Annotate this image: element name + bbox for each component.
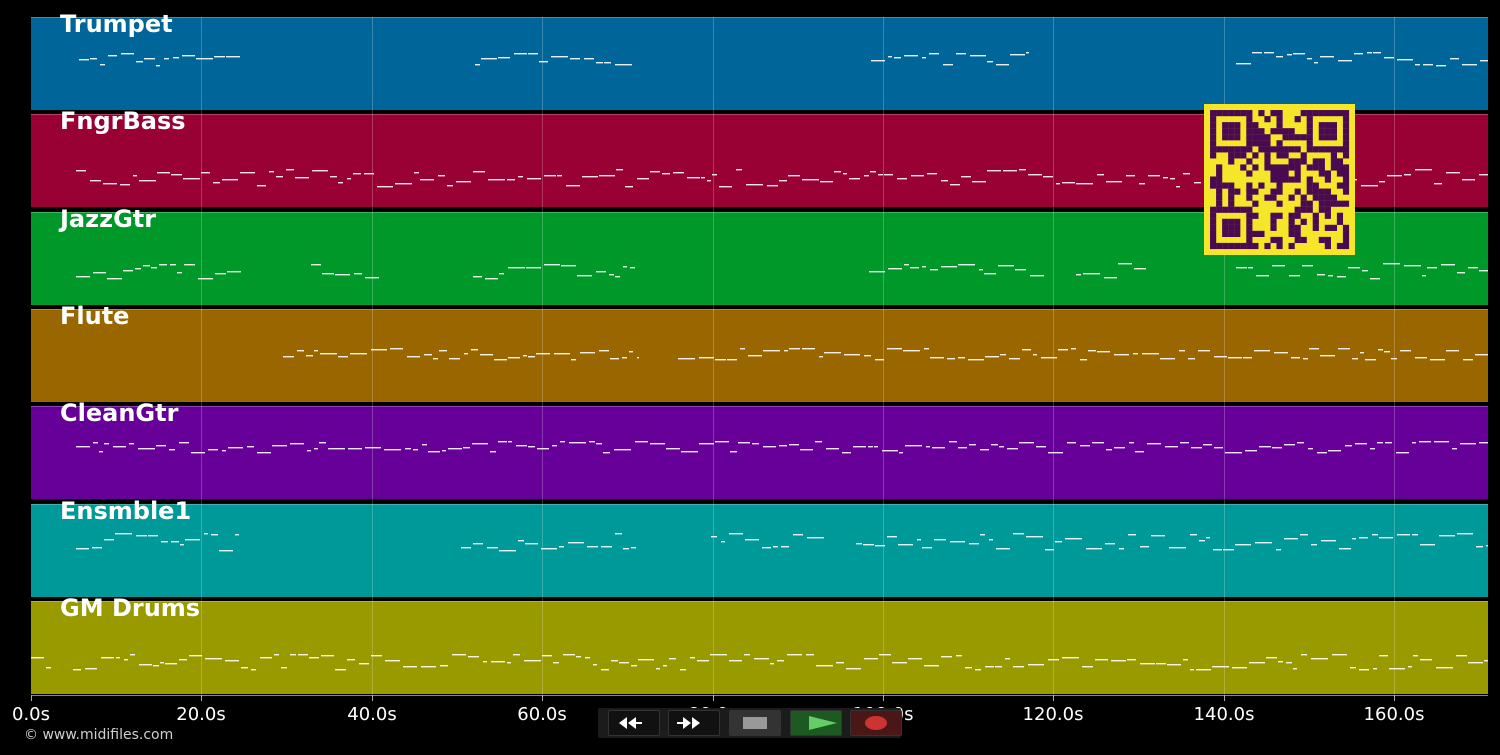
tick-label: 40.0s bbox=[347, 704, 397, 725]
tick-label: 60.0s bbox=[517, 704, 567, 725]
grid-line bbox=[372, 17, 373, 695]
track-name-label: Flute bbox=[60, 302, 130, 330]
record-button[interactable] bbox=[850, 710, 902, 736]
play-icon bbox=[809, 716, 837, 730]
note-pattern bbox=[283, 348, 1488, 361]
stop-icon bbox=[743, 717, 767, 729]
track-name-label: Trumpet bbox=[60, 10, 173, 38]
grid-line bbox=[542, 17, 543, 695]
tick-mark bbox=[372, 695, 373, 701]
grid-line bbox=[883, 17, 884, 695]
grid-line bbox=[1394, 17, 1395, 695]
grid-line bbox=[201, 17, 202, 695]
stop-button[interactable] bbox=[729, 710, 781, 736]
play-button[interactable] bbox=[790, 710, 842, 736]
rewind-button[interactable] bbox=[608, 710, 660, 736]
tick-mark bbox=[201, 695, 202, 701]
tick-label: 160.0s bbox=[1363, 704, 1425, 725]
track-lane[interactable] bbox=[31, 406, 1488, 499]
tick-mark bbox=[713, 695, 714, 701]
tick-mark bbox=[1053, 695, 1054, 701]
tick-label: 0.0s bbox=[11, 704, 51, 725]
tick-mark bbox=[1224, 695, 1225, 701]
tick-label: 120.0s bbox=[1022, 704, 1084, 725]
track-lane[interactable] bbox=[31, 309, 1488, 402]
transport-controls bbox=[598, 708, 902, 738]
note-pattern bbox=[76, 441, 1488, 454]
record-icon bbox=[865, 716, 887, 730]
track-name-label: JazzGtr bbox=[60, 205, 157, 233]
tick-mark bbox=[31, 695, 32, 701]
qr-code-icon bbox=[1204, 104, 1355, 255]
note-pattern bbox=[76, 533, 1488, 552]
note-pattern bbox=[31, 654, 1488, 671]
grid-line bbox=[1053, 17, 1054, 695]
track-lane[interactable] bbox=[31, 17, 1488, 110]
tick-mark bbox=[1394, 695, 1395, 701]
track-name-label: CleanGtr bbox=[60, 399, 179, 427]
note-pattern bbox=[79, 52, 1488, 67]
fast-forward-button[interactable] bbox=[668, 710, 720, 736]
track-name-label: Ensmble1 bbox=[60, 497, 192, 525]
rewind-icon bbox=[619, 717, 642, 729]
tick-label: 140.0s bbox=[1193, 704, 1255, 725]
track-name-label: FngrBass bbox=[60, 107, 186, 135]
tick-label: 20.0s bbox=[176, 704, 226, 725]
grid-line bbox=[713, 17, 714, 695]
track-lane[interactable] bbox=[31, 504, 1488, 597]
grid-line bbox=[1224, 17, 1225, 695]
tick-mark bbox=[542, 695, 543, 701]
track-name-label: GM Drums bbox=[60, 594, 201, 622]
note-pattern bbox=[76, 263, 1488, 280]
tick-mark bbox=[883, 695, 884, 701]
fast-forward-icon bbox=[677, 717, 700, 729]
time-axis-line bbox=[31, 695, 1488, 696]
track-lane[interactable] bbox=[31, 601, 1488, 694]
copyright-text: © www.midifiles.com bbox=[24, 727, 174, 743]
